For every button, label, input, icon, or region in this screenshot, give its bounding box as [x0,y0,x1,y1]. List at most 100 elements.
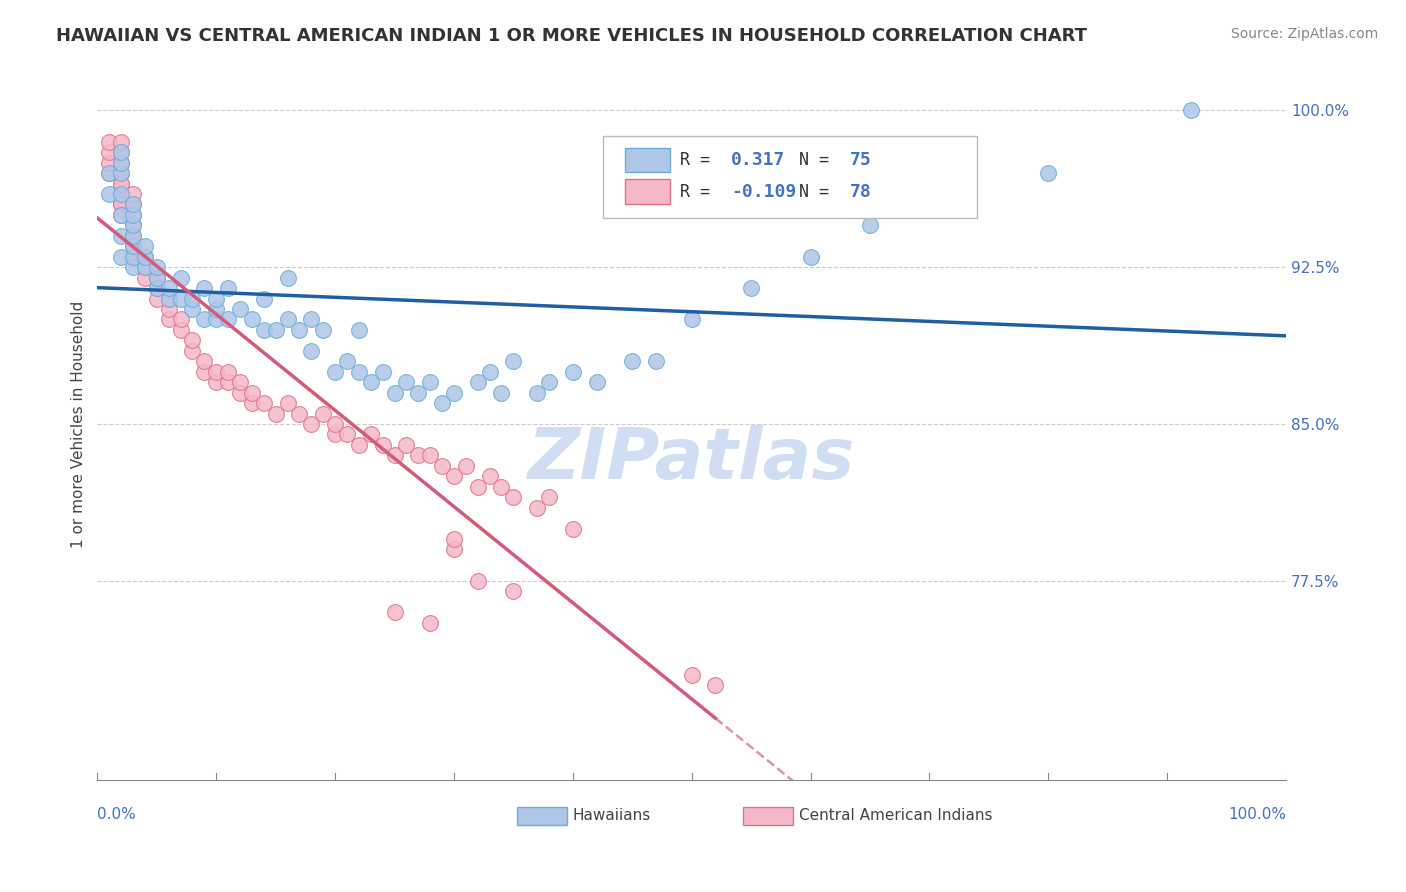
Point [288,407,311,421]
Point [229,385,252,400]
Point [98,166,121,180]
Point [110,208,132,222]
Point [526,500,548,515]
Point [181,292,204,306]
Point [98,155,121,169]
Point [537,375,560,389]
Point [181,301,204,316]
Point [122,208,145,222]
Point [110,145,132,160]
Point [384,605,406,619]
Point [645,354,668,368]
Point [110,166,132,180]
Point [122,208,145,222]
Point [157,301,180,316]
Point [299,343,322,358]
Point [360,375,382,389]
Point [110,135,132,149]
Point [122,228,145,243]
Point [264,323,287,337]
Point [193,365,215,379]
Point [134,260,156,275]
FancyBboxPatch shape [742,806,793,825]
Point [110,155,132,169]
Point [110,197,132,211]
Text: Hawaiians: Hawaiians [572,808,651,823]
Point [371,365,394,379]
Point [312,323,335,337]
Point [478,365,501,379]
Point [918,186,941,201]
Point [134,250,156,264]
Point [561,522,583,536]
Text: 100.0%: 100.0% [1227,806,1286,822]
Point [110,177,132,191]
Point [157,281,180,295]
Point [98,135,121,149]
Point [299,312,322,326]
Point [419,375,441,389]
FancyBboxPatch shape [517,806,567,825]
Point [277,312,299,326]
Point [502,354,524,368]
Text: -0.109: -0.109 [731,183,796,201]
Point [122,250,145,264]
Point [288,323,311,337]
Point [217,375,239,389]
Point [454,458,477,473]
Point [681,668,703,682]
Point [491,385,513,400]
FancyBboxPatch shape [603,136,977,218]
Point [157,292,180,306]
Text: Central American Indians: Central American Indians [799,808,993,823]
Point [502,490,524,504]
Point [122,197,145,211]
Point [384,385,406,400]
Point [134,260,156,275]
Point [371,438,394,452]
Point [347,365,370,379]
Text: ZIPatlas: ZIPatlas [529,425,855,494]
Point [122,239,145,253]
Point [205,292,228,306]
Point [323,417,346,431]
Point [205,312,228,326]
Point [217,281,239,295]
Point [134,239,156,253]
Point [98,145,121,160]
Point [122,186,145,201]
Text: N =: N = [799,183,838,201]
Point [169,270,191,285]
Point [467,375,489,389]
Point [193,354,215,368]
Point [478,469,501,483]
Point [181,334,204,348]
Point [146,281,169,295]
Point [110,145,132,160]
Point [323,427,346,442]
Point [110,228,132,243]
Text: 0.0%: 0.0% [97,806,136,822]
Point [122,228,145,243]
Point [110,177,132,191]
Point [347,438,370,452]
Point [336,427,359,442]
Point [169,292,191,306]
Point [205,301,228,316]
Point [110,197,132,211]
Point [193,312,215,326]
Point [146,292,169,306]
Point [395,375,418,389]
Point [217,365,239,379]
Point [169,323,191,337]
Point [146,281,169,295]
Point [110,186,132,201]
Point [360,427,382,442]
Point [467,574,489,588]
Point [253,396,276,410]
Point [205,375,228,389]
Point [110,155,132,169]
Point [277,396,299,410]
Point [799,250,821,264]
Point [181,343,204,358]
